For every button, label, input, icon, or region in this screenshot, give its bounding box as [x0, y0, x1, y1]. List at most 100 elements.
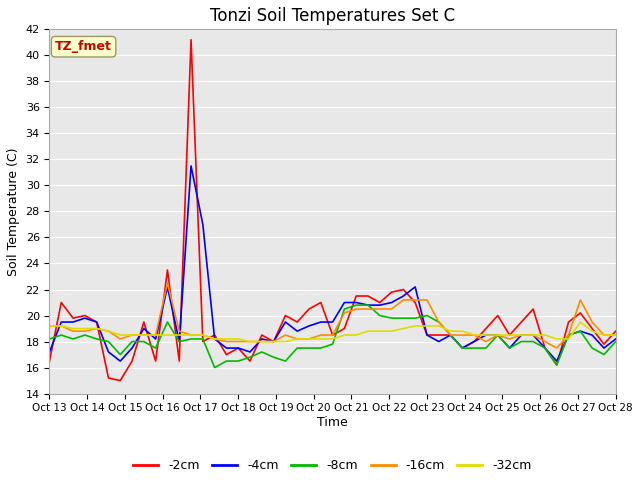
-4cm [329, 319, 337, 325]
-32cm [494, 332, 502, 338]
-8cm [128, 339, 136, 345]
-32cm [447, 328, 454, 334]
-32cm [553, 336, 561, 342]
-8cm [447, 332, 454, 338]
-16cm [58, 323, 65, 329]
-4cm [588, 332, 596, 338]
-2cm [600, 341, 608, 347]
-8cm [470, 345, 478, 351]
-32cm [423, 323, 431, 329]
-4cm [282, 319, 289, 325]
-8cm [152, 345, 159, 351]
-32cm [518, 332, 525, 338]
-32cm [140, 332, 148, 338]
-2cm [223, 352, 230, 358]
-32cm [199, 332, 207, 338]
-8cm [588, 345, 596, 351]
-32cm [564, 336, 572, 342]
-2cm [175, 358, 183, 364]
-8cm [140, 339, 148, 345]
-4cm [317, 319, 324, 325]
-8cm [577, 328, 584, 334]
-8cm [435, 319, 443, 325]
-32cm [223, 336, 230, 342]
-16cm [164, 280, 172, 286]
Line: -16cm: -16cm [49, 283, 616, 348]
-4cm [223, 345, 230, 351]
-16cm [376, 306, 383, 312]
-16cm [506, 336, 513, 342]
-32cm [128, 332, 136, 338]
-4cm [128, 345, 136, 351]
-8cm [412, 315, 419, 321]
-4cm [140, 325, 148, 331]
-16cm [458, 332, 466, 338]
-8cm [93, 336, 100, 342]
-2cm [412, 300, 419, 305]
Line: -2cm: -2cm [49, 40, 616, 381]
-2cm [364, 293, 372, 299]
-2cm [506, 332, 513, 338]
-4cm [199, 222, 207, 228]
-32cm [458, 328, 466, 334]
-16cm [234, 339, 242, 345]
-8cm [612, 339, 620, 345]
-32cm [69, 325, 77, 331]
-4cm [600, 345, 608, 351]
Text: TZ_fmet: TZ_fmet [55, 40, 112, 53]
-16cm [423, 297, 431, 303]
-4cm [494, 332, 502, 338]
-2cm [258, 332, 266, 338]
-16cm [588, 319, 596, 325]
-32cm [104, 328, 112, 334]
-32cm [541, 332, 548, 338]
-4cm [518, 332, 525, 338]
-16cm [199, 332, 207, 338]
-4cm [305, 323, 313, 329]
-16cm [329, 332, 337, 338]
-4cm [470, 339, 478, 345]
-4cm [152, 336, 159, 342]
-4cm [164, 284, 172, 290]
-8cm [211, 365, 218, 371]
-2cm [470, 339, 478, 345]
-2cm [246, 358, 254, 364]
-8cm [164, 319, 172, 325]
Legend: -2cm, -4cm, -8cm, -16cm, -32cm: -2cm, -4cm, -8cm, -16cm, -32cm [129, 455, 537, 478]
-4cm [423, 332, 431, 338]
-16cm [470, 332, 478, 338]
-4cm [93, 319, 100, 325]
-2cm [270, 339, 278, 345]
-8cm [270, 354, 278, 360]
-4cm [447, 332, 454, 338]
-8cm [58, 332, 65, 338]
-2cm [199, 339, 207, 345]
-16cm [211, 336, 218, 342]
-16cm [447, 332, 454, 338]
-2cm [423, 332, 431, 338]
-16cm [270, 339, 278, 345]
-16cm [69, 328, 77, 334]
-16cm [541, 339, 548, 345]
-16cm [482, 339, 490, 345]
-2cm [140, 319, 148, 325]
-2cm [293, 319, 301, 325]
-16cm [246, 339, 254, 345]
-8cm [541, 345, 548, 351]
-32cm [388, 328, 396, 334]
-2cm [458, 345, 466, 351]
-2cm [482, 325, 490, 331]
-4cm [399, 293, 407, 299]
-2cm [577, 310, 584, 316]
-32cm [93, 325, 100, 331]
-4cm [564, 332, 572, 338]
-16cm [564, 332, 572, 338]
-32cm [529, 332, 537, 338]
Line: -32cm: -32cm [49, 322, 616, 342]
-4cm [376, 302, 383, 308]
-32cm [506, 332, 513, 338]
-2cm [494, 312, 502, 318]
-8cm [175, 339, 183, 345]
-32cm [353, 332, 360, 338]
-2cm [399, 287, 407, 292]
